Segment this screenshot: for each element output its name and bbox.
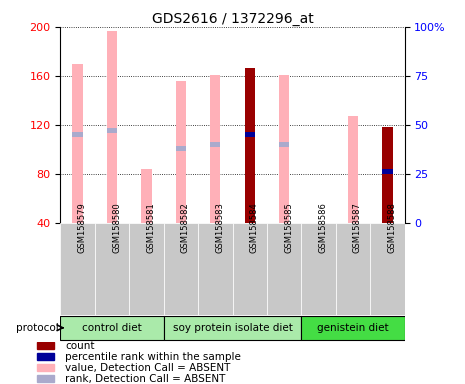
Bar (336, 223, 370, 315)
Bar (198, 223, 232, 315)
Text: protocol: protocol (16, 323, 59, 333)
Bar (73, 132, 83, 137)
Bar (382, 169, 392, 174)
Bar (176, 146, 186, 151)
Bar (73, 64, 83, 223)
Text: soy protein isolate diet: soy protein isolate diet (173, 323, 292, 333)
Text: GSM158583: GSM158583 (215, 202, 224, 253)
Text: genistein diet: genistein diet (317, 323, 389, 333)
Text: GSM158588: GSM158588 (387, 202, 396, 253)
Text: percentile rank within the sample: percentile rank within the sample (65, 351, 241, 362)
Bar (279, 142, 289, 147)
Bar (36, 364, 54, 371)
Bar (301, 223, 336, 315)
Bar (267, 223, 301, 315)
Bar (95, 223, 129, 315)
Text: GSM158585: GSM158585 (284, 202, 293, 253)
Bar (302, 27, 335, 223)
Title: GDS2616 / 1372296_at: GDS2616 / 1372296_at (152, 12, 313, 26)
Bar (164, 316, 301, 340)
Bar (176, 81, 186, 223)
Text: GSM158582: GSM158582 (181, 202, 190, 253)
Text: GSM158584: GSM158584 (250, 202, 259, 253)
Bar (348, 116, 358, 223)
Bar (36, 353, 54, 360)
Bar (107, 128, 117, 133)
Text: value, Detection Call = ABSENT: value, Detection Call = ABSENT (65, 362, 231, 372)
Text: GSM158581: GSM158581 (146, 202, 155, 253)
Bar (199, 27, 232, 223)
Bar (301, 316, 405, 340)
Text: count: count (65, 341, 95, 351)
Text: GSM158580: GSM158580 (112, 202, 121, 253)
Bar (164, 27, 198, 223)
Bar (95, 27, 129, 223)
Bar (60, 316, 164, 340)
Bar (141, 169, 152, 223)
Bar (210, 74, 220, 223)
Bar (245, 132, 255, 137)
Text: rank, Detection Call = ABSENT: rank, Detection Call = ABSENT (65, 374, 226, 384)
Bar (245, 68, 255, 223)
Bar (164, 223, 198, 315)
Text: GSM158579: GSM158579 (78, 202, 86, 253)
Bar (279, 74, 289, 223)
Bar (232, 223, 267, 315)
Bar (336, 27, 370, 223)
Bar (60, 223, 95, 315)
Text: control diet: control diet (82, 323, 142, 333)
Bar (36, 375, 54, 382)
Bar (61, 27, 94, 223)
Bar (129, 223, 164, 315)
Bar (371, 27, 404, 223)
Bar (370, 223, 405, 315)
Bar (382, 127, 392, 223)
Bar (267, 27, 301, 223)
Bar (36, 342, 54, 349)
Bar (130, 27, 163, 223)
Bar (210, 142, 220, 147)
Text: GSM158587: GSM158587 (353, 202, 362, 253)
Bar (233, 27, 266, 223)
Bar (107, 31, 117, 223)
Text: GSM158586: GSM158586 (319, 202, 327, 253)
